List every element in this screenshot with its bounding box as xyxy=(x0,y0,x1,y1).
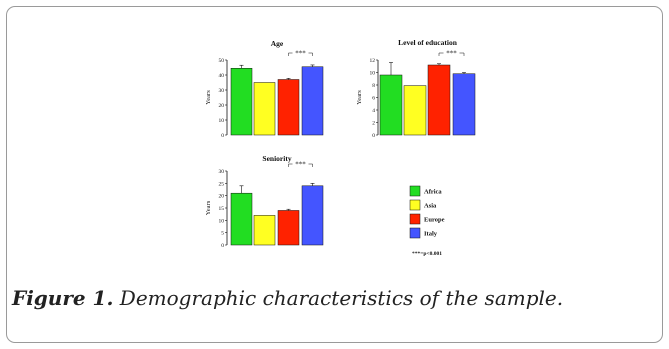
legend-swatch-asia xyxy=(409,199,421,211)
y-tick-label-education-8: 8 xyxy=(372,83,375,89)
y-tick-label-education-2: 2 xyxy=(372,121,375,127)
y-tick-label-age-50: 50 xyxy=(219,58,225,64)
significance-mask-education xyxy=(443,50,460,56)
chart-title-age: Age xyxy=(271,39,284,48)
y-tick-label-seniority-20: 20 xyxy=(219,194,225,200)
bar-age-africa xyxy=(230,68,253,136)
y-tick-label-seniority-5: 5 xyxy=(221,231,224,237)
y-axis-label-education: Years xyxy=(356,90,363,105)
y-tick-label-age-10: 10 xyxy=(219,118,225,124)
legend-swatch-africa xyxy=(409,185,421,197)
figure-caption-text: Demographic characteristics of the sampl… xyxy=(113,286,564,310)
legend-label-europe: Europe xyxy=(424,217,445,224)
significance-label-education: *** xyxy=(446,50,457,58)
y-tick-label-education-0: 0 xyxy=(372,133,375,139)
y-axis-label-seniority: Years xyxy=(205,200,212,215)
bar-education-asia xyxy=(403,85,427,136)
legend-swatch-europe xyxy=(409,213,421,225)
bar-age-asia xyxy=(253,82,276,136)
significance-note: ***=p<0.001 xyxy=(412,251,442,257)
bar-age-italy xyxy=(301,66,324,136)
bar-seniority-africa xyxy=(230,192,253,246)
chart-title-education: Level of education xyxy=(398,38,458,47)
legend-label-italy: Italy xyxy=(424,231,438,238)
figure-caption: Figure 1. Demographic characteristics of… xyxy=(12,286,652,310)
y-tick-label-education-10: 10 xyxy=(370,71,376,77)
y-tick-label-seniority-10: 10 xyxy=(219,218,225,224)
y-tick-label-seniority-0: 0 xyxy=(221,243,224,249)
bar-seniority-italy xyxy=(301,185,324,246)
bar-age-europe xyxy=(277,79,300,136)
y-tick-label-age-20: 20 xyxy=(219,103,225,109)
y-tick-label-education-4: 4 xyxy=(372,108,375,114)
y-tick-label-seniority-25: 25 xyxy=(219,181,225,187)
y-tick-label-age-0: 0 xyxy=(221,133,224,139)
bar-seniority-asia xyxy=(253,215,276,246)
bar-seniority-europe xyxy=(277,210,300,246)
y-tick-label-seniority-30: 30 xyxy=(219,169,225,175)
y-tick-label-seniority-15: 15 xyxy=(219,206,225,212)
bar-education-africa xyxy=(379,74,403,136)
chart-title-seniority: Seniority xyxy=(262,154,291,163)
significance-label-age: *** xyxy=(295,50,306,58)
legend-label-africa: Africa xyxy=(424,189,442,196)
legend-label-asia: Asia xyxy=(424,203,437,210)
bar-education-italy xyxy=(452,73,476,136)
y-tick-label-education-12: 12 xyxy=(370,58,376,64)
significance-label-seniority: *** xyxy=(295,161,306,169)
y-axis-label-age: Years xyxy=(205,90,212,105)
significance-mask-age xyxy=(292,50,309,56)
y-tick-label-age-40: 40 xyxy=(219,73,225,79)
significance-mask-seniority xyxy=(292,161,309,167)
figure-caption-label: Figure 1. xyxy=(12,286,114,310)
bar-education-europe xyxy=(427,64,451,136)
y-tick-label-age-30: 30 xyxy=(219,88,225,94)
y-tick-label-education-6: 6 xyxy=(372,96,375,102)
legend-swatch-italy xyxy=(409,227,421,239)
figure-card xyxy=(6,6,663,343)
